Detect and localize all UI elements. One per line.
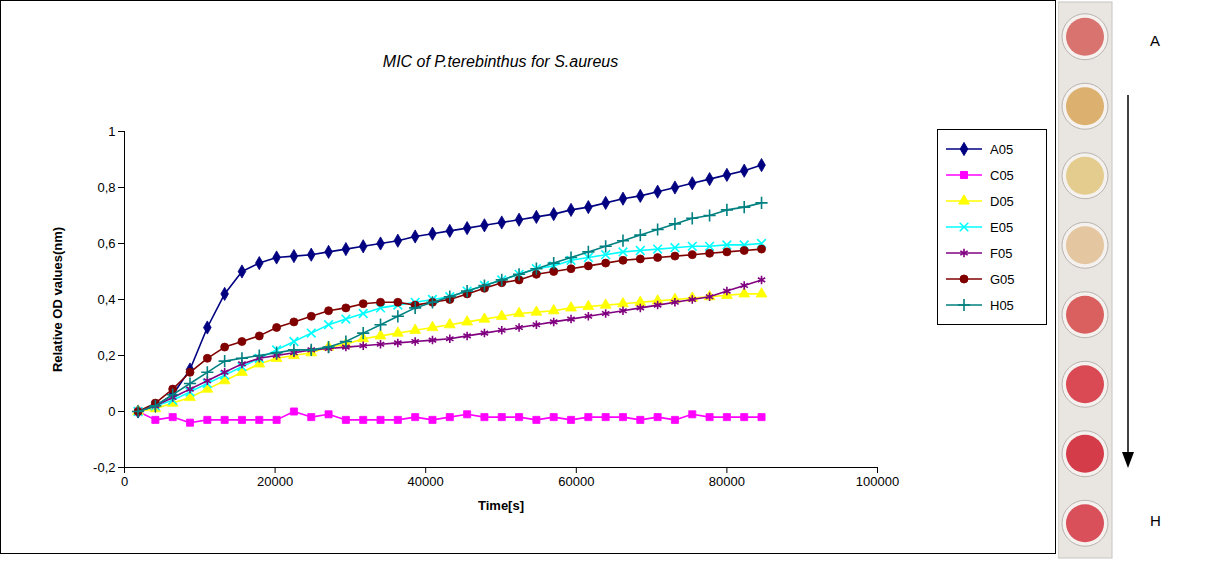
svg-text:0: 0	[121, 474, 128, 489]
svg-text:100000: 100000	[856, 474, 899, 489]
svg-text:Relative OD values(nm): Relative OD values(nm)	[50, 227, 65, 372]
html-text:E05: E05	[990, 219, 1014, 235]
svg-text:20000: 20000	[257, 474, 293, 489]
html-text:G05: G05	[990, 271, 1015, 287]
svg-text:60000: 60000	[558, 474, 594, 489]
svg-text:Time[s]: Time[s]	[478, 498, 524, 513]
html-text:F05: F05	[990, 245, 1013, 261]
svg-text:40000: 40000	[408, 474, 444, 489]
svg-text:A: A	[1150, 32, 1160, 49]
svg-text:H: H	[1150, 512, 1161, 529]
html-text:MIC of P.terebinthus for S.aur: MIC of P.terebinthus for S.aureus	[382, 53, 619, 70]
svg-text:-0,2: -0,2	[93, 460, 115, 475]
svg-text:0,6: 0,6	[97, 236, 115, 251]
svg-text:1: 1	[108, 124, 115, 139]
svg-text:80000: 80000	[709, 474, 745, 489]
svg-text:0,4: 0,4	[97, 292, 115, 307]
svg-text:0,8: 0,8	[97, 180, 115, 195]
html-text:C05: C05	[990, 167, 1014, 183]
html-text:D05: D05	[990, 193, 1014, 209]
html-text:A05: A05	[990, 141, 1014, 157]
svg-text:0: 0	[108, 404, 115, 419]
html-text:H05: H05	[990, 297, 1014, 313]
svg-text:0,2: 0,2	[97, 348, 115, 363]
